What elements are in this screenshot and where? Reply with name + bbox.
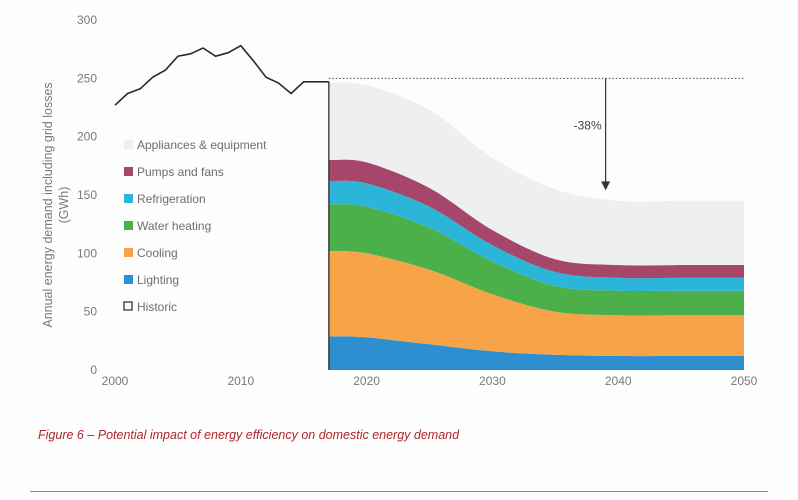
legend-swatch xyxy=(124,248,133,257)
legend-item-cooling: Cooling xyxy=(124,246,178,260)
legend-item-refrigeration: Refrigeration xyxy=(124,192,206,206)
area-refrigeration xyxy=(328,180,744,292)
legend-swatch xyxy=(124,194,133,203)
legend-swatch xyxy=(124,140,133,149)
legend-label: Refrigeration xyxy=(137,192,206,206)
area-pumps-and-fans xyxy=(328,159,744,279)
axes: 0 50 100 150 200 250 300 2000 2010 2020 2030 2040 20… xyxy=(41,13,758,388)
x-tick-label: 2040 xyxy=(605,374,632,388)
legend-swatch xyxy=(124,275,133,284)
y-tick-label: 300 xyxy=(77,13,97,27)
x-tick-label: 2050 xyxy=(731,374,758,388)
y-tick-label: 150 xyxy=(77,188,97,202)
area-water-heating xyxy=(328,204,744,316)
legend-item-historic: Historic xyxy=(123,300,177,314)
y-axis-title: Annual energy demand including grid loss… xyxy=(41,82,71,327)
energy-demand-chart: 0 50 100 150 200 250 300 2000 2010 2020 2030 2040 20… xyxy=(41,13,758,388)
legend-label: Lighting xyxy=(137,273,179,287)
reduction-arrow-head xyxy=(601,181,611,191)
x-tick-label: 2010 xyxy=(227,374,254,388)
y-tick-label: 200 xyxy=(77,130,97,144)
legend: Appliances & equipment Pumps and fans Refr… xyxy=(123,138,267,314)
lines: -38% xyxy=(114,44,744,370)
y-tick-label: 100 xyxy=(77,246,97,260)
area-cooling xyxy=(328,251,744,357)
area-lighting xyxy=(328,336,744,370)
legend-label: Pumps and fans xyxy=(137,165,224,179)
figure-caption: Figure 6 – Potential impact of energy ef… xyxy=(38,428,460,442)
legend-swatch xyxy=(123,301,133,311)
legend-item-pumps-and-fans: Pumps and fans xyxy=(124,165,224,179)
y-tick-label: 50 xyxy=(84,305,98,319)
historic-line xyxy=(114,44,329,106)
legend-label: Water heating xyxy=(137,219,211,233)
legend-item-lighting: Lighting xyxy=(124,273,179,287)
legend-label: Appliances & equipment xyxy=(137,138,267,152)
y-tick-label: 250 xyxy=(77,71,97,85)
area-appliances-equipment xyxy=(328,82,744,266)
legend-item-water-heating: Water heating xyxy=(124,219,211,233)
legend-label: Cooling xyxy=(137,246,178,260)
projection-areas xyxy=(328,82,744,370)
x-tick-label: 2020 xyxy=(353,374,380,388)
x-tick-label: 2000 xyxy=(102,374,129,388)
y-tick-label: 0 xyxy=(90,363,97,377)
reduction-label: -38% xyxy=(574,119,602,133)
legend-swatch xyxy=(124,221,133,230)
legend-item-appliances-equipment: Appliances & equipment xyxy=(124,138,267,152)
bottom-divider xyxy=(30,491,768,492)
legend-swatch xyxy=(124,167,133,176)
x-tick-label: 2030 xyxy=(479,374,506,388)
legend-label: Historic xyxy=(137,300,177,314)
